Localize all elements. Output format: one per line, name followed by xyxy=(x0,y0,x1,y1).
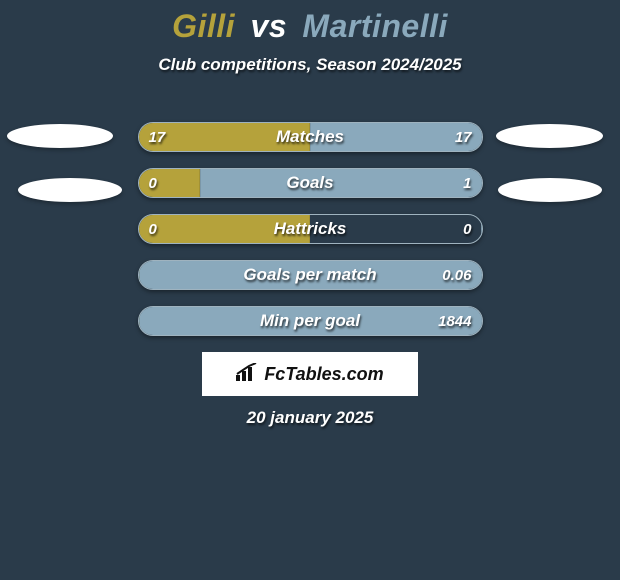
badge-ellipse-0 xyxy=(7,124,113,148)
stat-bar-min-per-goal: Min per goal1844 xyxy=(138,306,483,336)
stat-bar-goals-per-match: Goals per match0.06 xyxy=(138,260,483,290)
bar-left-fill xyxy=(139,215,311,243)
stat-bar-matches: Matches1717 xyxy=(138,122,483,152)
infographic-container: Gilli vs Martinelli Club competitions, S… xyxy=(0,0,620,580)
bar-right-fill xyxy=(200,169,481,197)
bar-right-fill xyxy=(310,123,482,151)
bar-right-fill xyxy=(139,307,482,335)
bar-value-right: 0 xyxy=(463,215,471,243)
bar-right-fill xyxy=(481,215,482,243)
stat-bar-hattricks: Hattricks00 xyxy=(138,214,483,244)
badge-ellipse-1 xyxy=(18,178,122,202)
bar-left-fill xyxy=(139,169,201,197)
badge-ellipse-2 xyxy=(496,124,603,148)
logo-box[interactable]: FcTables.com xyxy=(202,352,418,396)
date-text: 20 january 2025 xyxy=(0,408,620,428)
stat-bar-goals: Goals01 xyxy=(138,168,483,198)
bars-icon xyxy=(236,363,258,386)
badge-ellipse-3 xyxy=(498,178,602,202)
bar-right-fill xyxy=(139,261,482,289)
logo-text: FcTables.com xyxy=(264,364,383,385)
bar-left-fill xyxy=(139,123,311,151)
title-right: Martinelli xyxy=(302,8,447,44)
bars-group: Matches1717 Goals01 Hattricks00 Goals per m… xyxy=(0,122,620,352)
subtitle: Club competitions, Season 2024/2025 xyxy=(0,55,620,75)
title-left: Gilli xyxy=(172,8,235,44)
page-title: Gilli vs Martinelli xyxy=(0,0,620,45)
title-sep: vs xyxy=(250,8,287,44)
